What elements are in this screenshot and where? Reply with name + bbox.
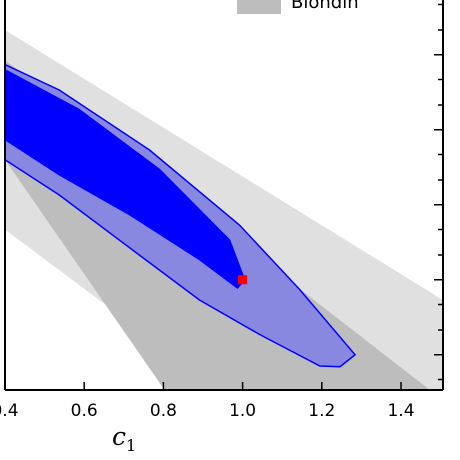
best-fit-marker bbox=[238, 275, 248, 285]
x-tick-label: 0.8 bbox=[150, 401, 177, 421]
x-tick-label: 0.6 bbox=[71, 401, 98, 421]
plot-area bbox=[5, 30, 443, 390]
x-axis-label-main: c bbox=[112, 422, 126, 451]
x-axis-label-sub: 1 bbox=[126, 436, 136, 455]
x-tick-label: 1.2 bbox=[308, 401, 335, 421]
x-tick-label: 0.4 bbox=[0, 401, 19, 421]
legend-swatch bbox=[237, 0, 281, 14]
legend-label: Blondin bbox=[291, 0, 359, 13]
x-tick-label: 1.0 bbox=[229, 401, 256, 421]
contour-region bbox=[5, 68, 246, 290]
x-tick-label: 1.4 bbox=[387, 401, 414, 421]
x-axis-label: c1 bbox=[112, 422, 136, 455]
